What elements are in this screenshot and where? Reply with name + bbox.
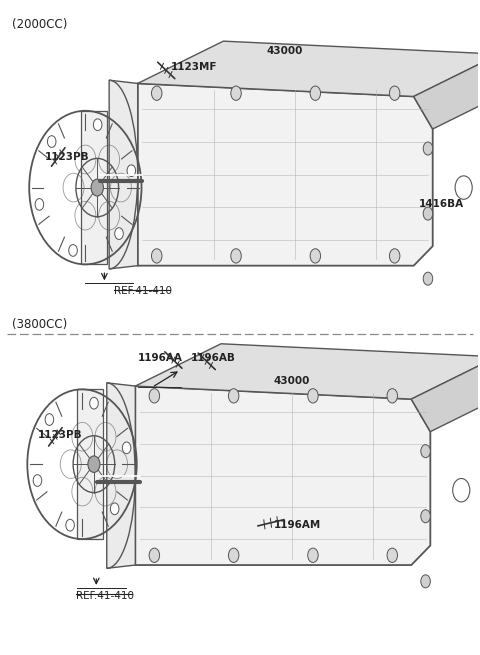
Text: 1196AB: 1196AB [191, 353, 236, 363]
Text: 1196AM: 1196AM [274, 519, 322, 530]
Circle shape [421, 575, 431, 588]
Circle shape [308, 388, 318, 403]
Circle shape [389, 249, 400, 263]
Polygon shape [138, 41, 480, 96]
Text: 1416BA: 1416BA [419, 199, 464, 209]
Circle shape [387, 388, 397, 403]
Polygon shape [138, 83, 432, 266]
Circle shape [389, 86, 400, 100]
Text: 43000: 43000 [273, 376, 310, 386]
Bar [81, 111, 107, 265]
Circle shape [453, 479, 470, 502]
Polygon shape [135, 344, 480, 399]
Circle shape [122, 442, 131, 454]
Polygon shape [411, 357, 480, 432]
Circle shape [308, 548, 318, 563]
Circle shape [90, 398, 98, 409]
Circle shape [228, 548, 239, 563]
Circle shape [423, 142, 432, 155]
Circle shape [45, 414, 54, 425]
Circle shape [387, 548, 397, 563]
Circle shape [421, 445, 431, 458]
Text: 43000: 43000 [266, 46, 302, 56]
Circle shape [88, 456, 100, 472]
Circle shape [310, 86, 321, 100]
Circle shape [421, 510, 431, 523]
Text: (3800CC): (3800CC) [12, 318, 67, 331]
Circle shape [69, 244, 77, 256]
Polygon shape [414, 54, 480, 129]
Circle shape [149, 388, 159, 403]
Circle shape [94, 119, 102, 130]
Circle shape [35, 198, 44, 210]
Circle shape [423, 272, 432, 285]
Text: 1123MF: 1123MF [171, 62, 217, 72]
Circle shape [66, 519, 74, 531]
Polygon shape [135, 386, 431, 565]
Circle shape [149, 548, 159, 563]
Circle shape [455, 176, 472, 199]
Polygon shape [107, 383, 135, 569]
Text: REF.41-410: REF.41-410 [114, 286, 172, 297]
Circle shape [231, 86, 241, 100]
Circle shape [152, 86, 162, 100]
Circle shape [310, 249, 321, 263]
Circle shape [127, 165, 135, 177]
Text: 1196AA: 1196AA [138, 353, 182, 363]
Circle shape [48, 136, 56, 147]
Circle shape [228, 388, 239, 403]
Text: 1123PB: 1123PB [45, 152, 90, 162]
Bar [77, 389, 103, 539]
Text: (2000CC): (2000CC) [12, 18, 67, 31]
Text: 1123PB: 1123PB [38, 430, 83, 440]
Circle shape [33, 475, 42, 487]
Polygon shape [109, 80, 138, 269]
Circle shape [231, 249, 241, 263]
Circle shape [110, 503, 119, 515]
Circle shape [115, 228, 123, 240]
Circle shape [152, 249, 162, 263]
Circle shape [423, 207, 432, 220]
Text: REF.41-410: REF.41-410 [76, 591, 134, 601]
Circle shape [91, 179, 103, 196]
